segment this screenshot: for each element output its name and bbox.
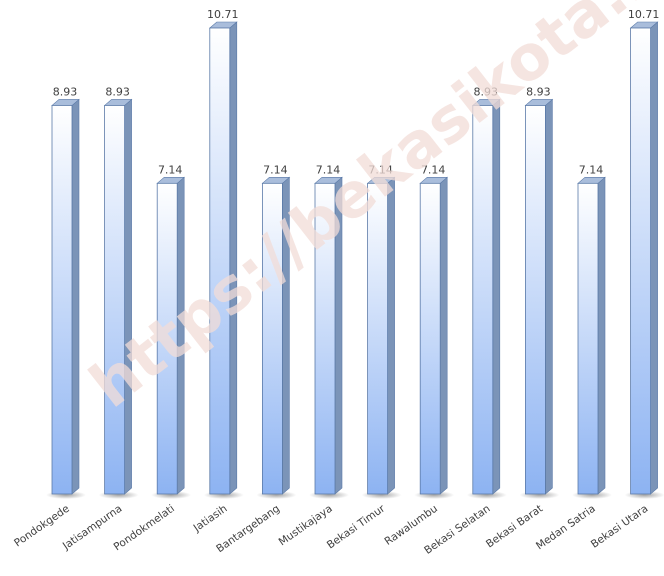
- bar-side: [282, 176, 290, 495]
- bar: [472, 105, 494, 495]
- bar-side: [229, 21, 238, 495]
- bar: [314, 182, 336, 495]
- data-label: 7.14: [368, 163, 393, 176]
- bar: [630, 27, 651, 495]
- bars: [51, 21, 659, 495]
- bar: [367, 182, 389, 495]
- bar-side: [492, 98, 501, 495]
- bar: [104, 105, 125, 495]
- x-tick-label: Medan Satria: [534, 503, 598, 553]
- bar: [261, 182, 283, 495]
- data-label: 7.14: [579, 163, 604, 176]
- floor-shadows: [46, 491, 664, 499]
- bar: [577, 182, 599, 495]
- data-label: 7.14: [263, 163, 288, 176]
- data-label: 8.93: [105, 85, 130, 98]
- bar: [209, 27, 231, 495]
- x-tick-label: Bekasi Timur: [325, 502, 388, 551]
- value-labels: 8.93 8.93 7.14 10.71 7.14 7.14 7.14 7.14 8.93 8.9…: [53, 8, 660, 176]
- bar-side: [545, 98, 553, 495]
- bar-side: [650, 21, 658, 495]
- data-label: 8.93: [526, 85, 551, 98]
- x-tick-label: Bekasi Utara: [589, 503, 651, 551]
- bar-side: [597, 176, 606, 495]
- data-label: 7.14: [158, 163, 183, 176]
- data-label: 8.93: [474, 85, 499, 98]
- bar: [525, 105, 546, 495]
- bar: [51, 105, 73, 495]
- bar-side: [124, 98, 132, 495]
- bar-side: [439, 176, 448, 495]
- bar-side: [71, 98, 80, 495]
- bar-side: [176, 176, 185, 495]
- data-label: 10.71: [207, 8, 239, 21]
- data-label: 7.14: [421, 163, 446, 176]
- data-label: 8.93: [53, 85, 78, 98]
- data-label: 7.14: [316, 163, 341, 176]
- bar-side: [387, 176, 395, 495]
- bar: [156, 182, 178, 495]
- data-label: 10.71: [628, 8, 660, 21]
- bar-side: [334, 176, 343, 495]
- x-tick-label: Jatiasih: [191, 503, 230, 535]
- bar: [419, 182, 441, 495]
